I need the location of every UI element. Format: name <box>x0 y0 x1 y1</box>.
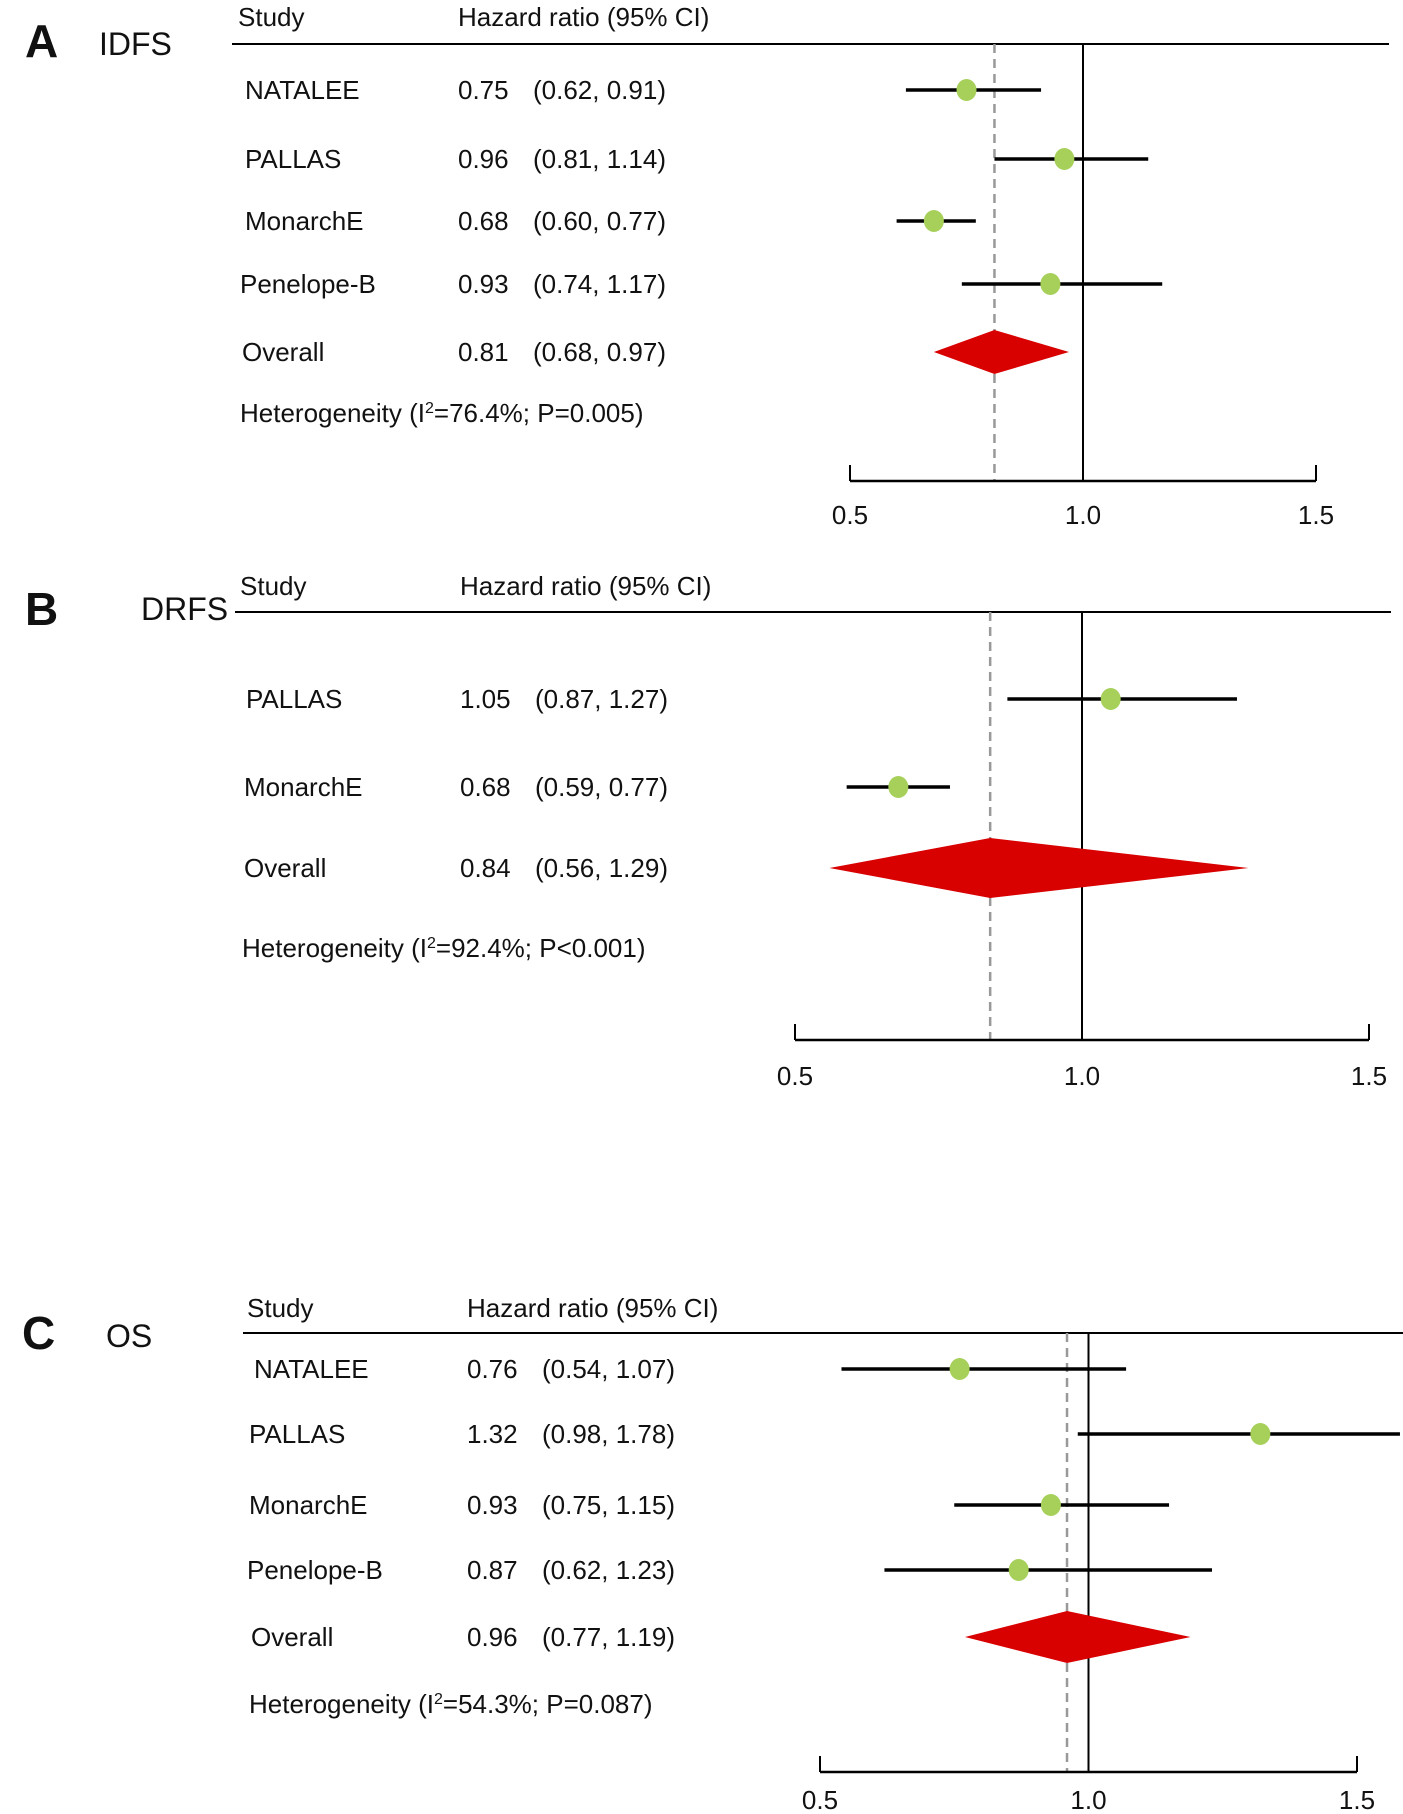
heterogeneity-text: Heterogeneity (I2=76.4%; P=0.005) <box>240 400 644 426</box>
point-estimate-marker <box>1054 148 1075 170</box>
hazard-ratio-value: 1.32 <box>467 1419 518 1449</box>
overall-diamond <box>964 1611 1191 1663</box>
study-name: Penelope-B <box>240 269 376 299</box>
heterogeneity-part: =76.4%; P=0.005) <box>433 398 644 428</box>
confidence-interval-text: (0.60, 0.77) <box>533 206 666 236</box>
column-header-study: Study <box>240 571 307 601</box>
study-name: MonarchE <box>245 206 364 236</box>
x-tick-label: 1.5 <box>1350 1061 1388 1091</box>
overall-confidence-interval-text: (0.56, 1.29) <box>535 853 668 883</box>
x-tick-label: 0.5 <box>776 1061 814 1091</box>
heterogeneity-part: 2 <box>424 400 434 417</box>
hazard-ratio-value: 0.68 <box>458 206 509 236</box>
heterogeneity-text: Heterogeneity (I2=54.3%; P=0.087) <box>249 1691 653 1717</box>
x-tick-label: 1.5 <box>1338 1785 1376 1814</box>
overall-hazard-ratio-value: 0.81 <box>458 337 509 367</box>
point-estimate-marker <box>1100 688 1121 710</box>
x-tick-label: 1.5 <box>1297 500 1335 530</box>
x-tick-label: 1.0 <box>1063 1061 1101 1091</box>
study-name: PALLAS <box>249 1419 346 1449</box>
panel-letter: B <box>25 583 59 635</box>
point-estimate-marker <box>949 1358 970 1380</box>
study-name: MonarchE <box>249 1490 368 1520</box>
heterogeneity-part: =92.4%; P<0.001) <box>435 933 646 963</box>
overall-label: Overall <box>251 1622 334 1652</box>
point-estimate-marker <box>888 776 909 798</box>
study-name: PALLAS <box>246 684 343 714</box>
study-name: PALLAS <box>245 144 342 174</box>
hazard-ratio-value: 0.96 <box>458 144 509 174</box>
overall-confidence-interval-text: (0.68, 0.97) <box>533 337 666 367</box>
hazard-ratio-value: 0.87 <box>467 1555 518 1585</box>
heterogeneity-part: Heterogeneity (I <box>249 1689 434 1719</box>
heterogeneity-part: Heterogeneity (I <box>240 398 425 428</box>
hazard-ratio-value: 0.75 <box>458 75 509 105</box>
overall-diamond <box>933 330 1070 374</box>
hazard-ratio-value: 1.05 <box>460 684 511 714</box>
column-header-study: Study <box>238 2 305 32</box>
hazard-ratio-value: 0.68 <box>460 772 511 802</box>
hazard-ratio-value: 0.93 <box>467 1490 518 1520</box>
overall-label: Overall <box>242 337 325 367</box>
overall-hazard-ratio-value: 0.96 <box>467 1622 518 1652</box>
panel-letter: A <box>25 15 59 67</box>
study-name: NATALEE <box>245 75 360 105</box>
overall-label: Overall <box>244 853 327 883</box>
overall-confidence-interval-text: (0.77, 1.19) <box>542 1622 675 1652</box>
confidence-interval-text: (0.74, 1.17) <box>533 269 666 299</box>
hazard-ratio-value: 0.93 <box>458 269 509 299</box>
column-header-hazard-ratio: Hazard ratio (95% CI) <box>458 2 710 32</box>
x-tick-label: 0.5 <box>801 1785 839 1814</box>
point-estimate-marker <box>956 79 977 101</box>
x-tick-label: 1.0 <box>1070 1785 1107 1814</box>
confidence-interval-text: (0.62, 0.91) <box>533 75 666 105</box>
point-estimate-marker <box>1008 1559 1029 1581</box>
study-name: MonarchE <box>244 772 363 802</box>
heterogeneity-text: Heterogeneity (I2=92.4%; P<0.001) <box>242 935 646 961</box>
x-tick-label: 0.5 <box>831 500 869 530</box>
overall-diamond <box>829 838 1249 898</box>
column-header-hazard-ratio: Hazard ratio (95% CI) <box>460 571 712 601</box>
study-name: Penelope-B <box>247 1555 383 1585</box>
confidence-interval-text: (0.54, 1.07) <box>542 1354 675 1384</box>
confidence-interval-text: (0.62, 1.23) <box>542 1555 675 1585</box>
panel-title: DRFS <box>141 591 229 627</box>
confidence-interval-text: (0.75, 1.15) <box>542 1490 675 1520</box>
confidence-interval-text: (0.59, 0.77) <box>535 772 668 802</box>
panel-letter: C <box>22 1307 56 1359</box>
point-estimate-marker <box>1250 1423 1271 1445</box>
point-estimate-marker <box>1040 273 1061 295</box>
panel-title: IDFS <box>99 26 172 62</box>
column-header-hazard-ratio: Hazard ratio (95% CI) <box>467 1293 719 1323</box>
heterogeneity-part: =54.3%; P=0.087) <box>442 1689 653 1719</box>
heterogeneity-part: Heterogeneity (I <box>242 933 427 963</box>
column-header-study: Study <box>247 1293 314 1323</box>
confidence-interval-text: (0.98, 1.78) <box>542 1419 675 1449</box>
x-tick-label: 1.0 <box>1064 500 1102 530</box>
overall-hazard-ratio-value: 0.84 <box>460 853 511 883</box>
panel-title: OS <box>106 1318 153 1354</box>
heterogeneity-part: 2 <box>426 935 436 952</box>
point-estimate-marker <box>923 210 944 232</box>
heterogeneity-part: 2 <box>433 1691 443 1708</box>
study-name: NATALEE <box>254 1354 369 1384</box>
hazard-ratio-value: 0.76 <box>467 1354 518 1384</box>
confidence-interval-text: (0.81, 1.14) <box>533 144 666 174</box>
confidence-interval-text: (0.87, 1.27) <box>535 684 668 714</box>
point-estimate-marker <box>1040 1494 1061 1516</box>
